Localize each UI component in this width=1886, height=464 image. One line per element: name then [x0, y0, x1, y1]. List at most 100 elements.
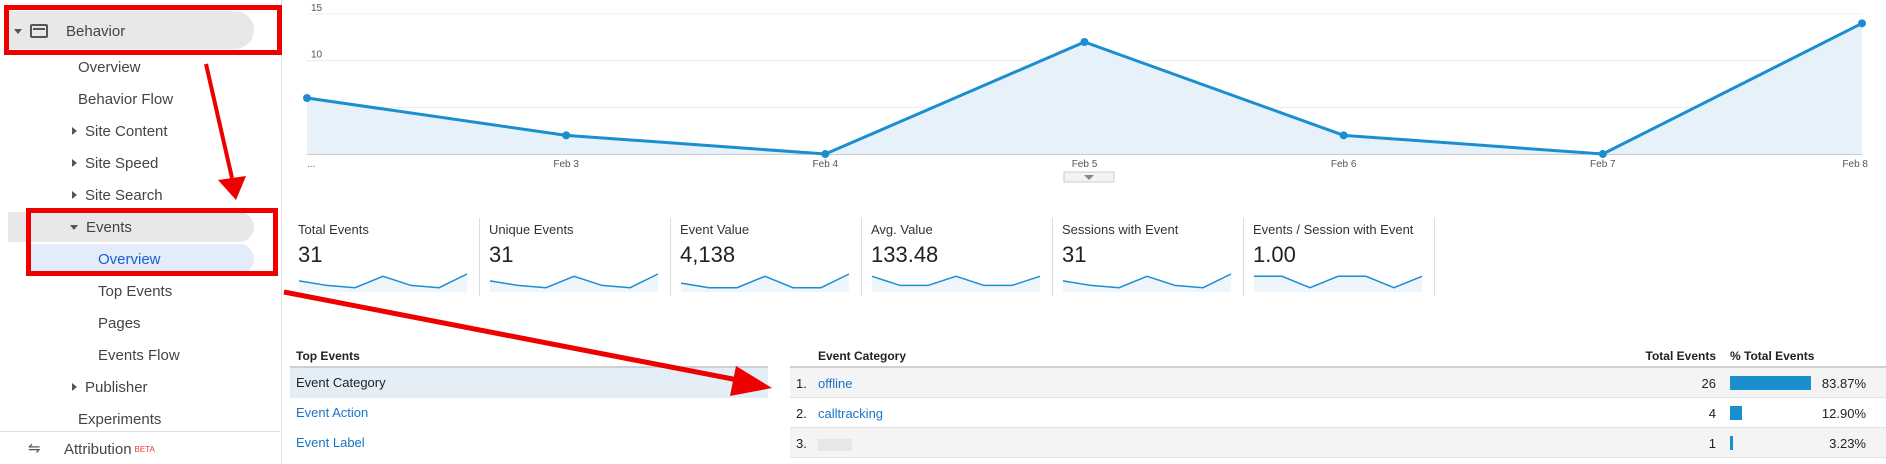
metric-unique-events[interactable]: Unique Events 31 [481, 218, 671, 296]
metric-value: 31 [298, 242, 323, 267]
sparkline-line [680, 273, 850, 289]
metric-event-value[interactable]: Event Value 4,138 [672, 218, 862, 296]
data-point [821, 150, 830, 158]
sidebar-item-label: Overview [98, 250, 161, 268]
percent-value: 3.23% [1829, 436, 1866, 451]
sidebar-item-label: Site Content [85, 122, 168, 140]
metric-total-events[interactable]: Total Events 31 [290, 218, 480, 296]
behavior-pill [4, 11, 254, 49]
metric-label: Event Value [680, 222, 750, 237]
sidebar-item-site-search[interactable]: Site Search [72, 181, 163, 209]
column-header-pct-total-events[interactable]: % Total Events [1730, 349, 1815, 363]
sidebar-item-events-overview[interactable]: Overview [98, 245, 161, 273]
column-header-total-events[interactable]: Total Events [1645, 349, 1716, 363]
sidebar-item-label: Events Flow [98, 346, 180, 364]
chevron-down-icon [1084, 175, 1094, 180]
caret-down-icon [70, 224, 78, 230]
metric-label: Events / Session with Event [1253, 222, 1414, 237]
percent-bar [1730, 376, 1811, 390]
caret-right-icon [72, 159, 77, 167]
sparkline [1062, 273, 1232, 292]
sidebar: Behavior Overview Behavior Flow Site Con… [0, 0, 282, 464]
behavior-icon [30, 24, 48, 38]
data-point [1080, 38, 1089, 46]
column-header-event-category[interactable]: Event Category [818, 349, 907, 363]
sidebar-item-label: Events [86, 218, 132, 236]
x-tick-label: Feb 6 [1331, 159, 1357, 170]
series-area [307, 23, 1862, 155]
x-tick-label: Feb 7 [1590, 159, 1616, 170]
annotation-box-behavior [4, 5, 282, 55]
sparkline [1254, 275, 1423, 292]
sidebar-item-label: Site Search [85, 186, 163, 204]
metric-label: Unique Events [489, 222, 574, 237]
sidebar-item-overview[interactable]: Overview [78, 53, 141, 81]
metric-avg-value[interactable]: Avg. Value 133.48 [863, 218, 1053, 296]
total-events-value: 26 [1701, 376, 1716, 391]
sidebar-item-events[interactable]: Events [70, 213, 132, 241]
dimension-event-label[interactable]: Event Label [296, 435, 365, 450]
metric-label: Avg. Value [871, 222, 933, 237]
dimension-event-action[interactable]: Event Action [296, 405, 369, 420]
sparkline-area [681, 274, 849, 292]
data-point [303, 94, 311, 102]
sparkline [680, 273, 850, 292]
sidebar-item-site-content[interactable]: Site Content [72, 117, 168, 145]
attribution-icon: ⇋ [28, 440, 41, 457]
metric-value: 31 [1062, 242, 1087, 267]
x-tick-label: Feb 4 [813, 159, 839, 170]
sidebar-item-label: Overview [78, 58, 141, 76]
metric-value: 31 [489, 242, 514, 267]
total-events-value: 1 [1708, 436, 1716, 451]
sidebar-item-behavior[interactable]: Behavior [14, 17, 125, 45]
sidebar-item-publisher[interactable]: Publisher [72, 373, 148, 401]
percent-bar [1730, 436, 1733, 450]
active-item-highlight [30, 244, 254, 274]
y-tick-label: 15 [311, 3, 323, 14]
metric-sessions-with-event[interactable]: Sessions with Event 31 [1054, 218, 1244, 296]
top-events-table: Top Events Event Category Event Action E… [290, 346, 768, 458]
sidebar-item-label: Experiments [78, 410, 162, 428]
sidebar-item-label: Pages [98, 314, 141, 332]
y-tick-label: 10 [311, 50, 323, 61]
beta-badge: BETA [134, 444, 155, 454]
metric-value: 1.00 [1253, 242, 1296, 267]
sparkline-line [871, 275, 1041, 287]
sparkline-area [872, 276, 1040, 292]
caret-down-icon [14, 28, 22, 34]
row-index: 3. [796, 436, 807, 451]
sparkline-area [1254, 276, 1422, 292]
annotation-box-events-overview [26, 208, 278, 276]
percent-value: 83.87% [1821, 376, 1866, 391]
caret-right-icon [72, 127, 77, 135]
metric-events-per-session[interactable]: Events / Session with Event 1.00 [1245, 218, 1435, 296]
sidebar-item-label: Top Events [98, 282, 173, 300]
sidebar-item-site-speed[interactable]: Site Speed [72, 149, 158, 177]
sidebar-item-attribution[interactable]: ⇋ Attribution BETA [28, 435, 155, 463]
dimension-event-category[interactable]: Event Category [290, 368, 768, 398]
data-point [1858, 19, 1866, 28]
table-row: 2. calltracking 4 12.90% [790, 398, 1886, 428]
sidebar-item-behavior-flow[interactable]: Behavior Flow [78, 85, 173, 113]
metric-value: 4,138 [680, 242, 736, 267]
event-category-link[interactable]: calltracking [818, 406, 884, 421]
sparkline [489, 273, 659, 292]
sparkline-line [1062, 273, 1232, 289]
sparkline [871, 275, 1041, 292]
row-index: 2. [796, 406, 807, 421]
sparkline-area [490, 274, 658, 292]
sparkline [298, 273, 468, 292]
table-row: 3. 1 3.23% [790, 428, 1886, 458]
sidebar-item-label: Site Speed [85, 154, 159, 172]
sidebar-item-events-flow[interactable]: Events Flow [98, 341, 180, 369]
sidebar-divider [0, 431, 280, 432]
sidebar-item-experiments[interactable]: Experiments [78, 405, 161, 433]
sparkline-line [298, 273, 468, 289]
sidebar-item-top-events[interactable]: Top Events [98, 277, 172, 305]
event-category-link[interactable]: offline [818, 376, 853, 391]
sparkline-area [299, 274, 467, 292]
table-row: 1. offline 26 83.87% [790, 368, 1886, 398]
sidebar-item-pages[interactable]: Pages [98, 309, 141, 337]
